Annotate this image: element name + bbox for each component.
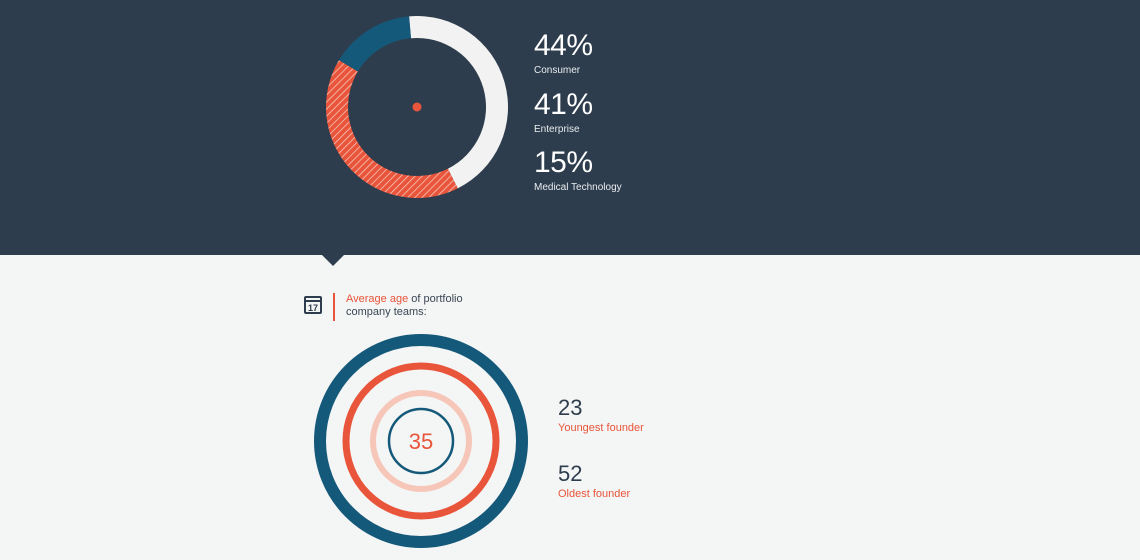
calendar-icon: 17 <box>304 296 322 314</box>
legend-item-medical-technology: 15% Medical Technology <box>534 148 622 194</box>
average-age-value: 35 <box>409 429 433 454</box>
center-ring <box>387 407 455 475</box>
top-panel <box>0 0 1140 255</box>
middle-ring <box>342 362 500 520</box>
age-rings-chart: 35 <box>314 334 528 548</box>
legend-label-enterprise: Enterprise <box>534 124 580 135</box>
legend-pct-medical-technology: 15% <box>534 146 593 179</box>
heading-accent: Average age <box>346 293 409 305</box>
donut-segment-consumer <box>409 15 509 189</box>
average-age-heading: 17 Average age of portfolio company team… <box>304 293 486 321</box>
legend-item-consumer: 44% Consumer <box>534 31 593 77</box>
sector-donut-chart <box>325 15 509 199</box>
donut-segment-medical-technology <box>338 16 411 72</box>
legend-pct-enterprise: 41% <box>534 88 593 121</box>
legend-label-medical-technology: Medical Technology <box>534 182 622 193</box>
legend-item-enterprise: 41% Enterprise <box>534 90 593 136</box>
section-pointer <box>321 254 345 266</box>
youngest-founder-label: Youngest founder <box>558 422 644 434</box>
heading-rest: of portfolio company teams: <box>346 293 463 318</box>
youngest-founder-value: 23 <box>558 395 583 420</box>
donut-segment-enterprise <box>325 60 458 199</box>
outer-ring <box>314 334 528 548</box>
calendar-day: 17 <box>307 303 318 313</box>
youngest-founder-stat: 23 Youngest founder <box>558 396 644 435</box>
inner-ring <box>370 390 472 492</box>
legend-label-consumer: Consumer <box>534 65 581 76</box>
heading-text: Average age of portfolio company teams: <box>346 293 486 319</box>
oldest-founder-label: Oldest founder <box>558 488 631 500</box>
oldest-founder-value: 52 <box>558 461 583 486</box>
legend-pct-consumer: 44% <box>534 29 593 62</box>
donut-center-dot <box>412 102 422 112</box>
heading-divider <box>333 293 335 321</box>
oldest-founder-stat: 52 Oldest founder <box>558 462 630 501</box>
